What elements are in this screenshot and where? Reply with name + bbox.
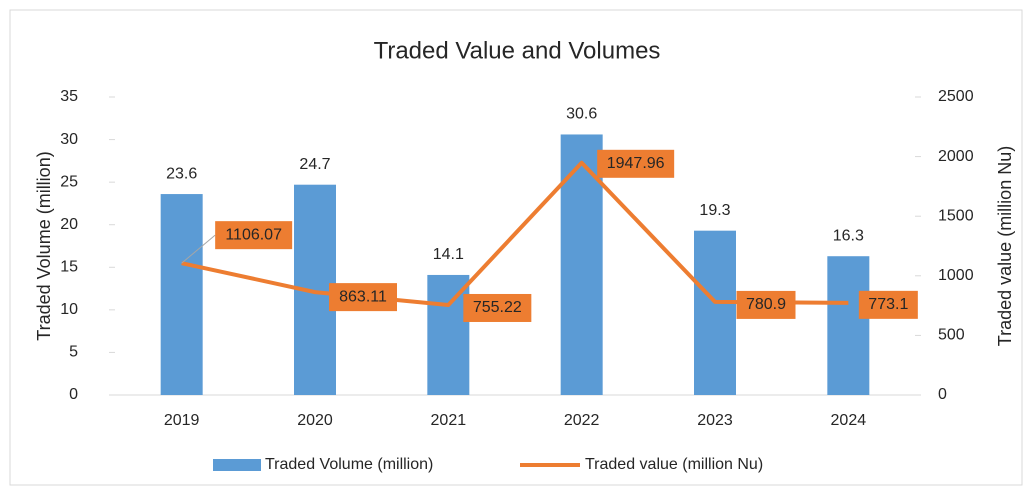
legend-label: Traded Volume (million) <box>265 456 433 473</box>
bar-value-label: 24.7 <box>299 156 330 173</box>
value-label-box <box>597 149 675 178</box>
bar <box>694 230 736 395</box>
y2-tick-label: 2000 <box>938 148 974 165</box>
bar <box>827 256 870 395</box>
y-tick-label: 35 <box>60 88 78 105</box>
line-value-label: 780.9 <box>746 296 786 313</box>
chart-title: Traded Value and Volumes <box>374 37 661 64</box>
y2-tick-label: 1500 <box>938 207 974 224</box>
y2-tick-label: 1000 <box>938 267 974 284</box>
bar-value-label: 14.1 <box>433 246 464 263</box>
y-tick-label: 30 <box>60 131 78 148</box>
y-tick-label: 5 <box>69 344 78 361</box>
line-value-label: 1106.07 <box>225 226 282 243</box>
bar-value-label: 19.3 <box>699 202 730 219</box>
y2-tick-label: 0 <box>938 386 947 403</box>
y-axis-label: Traded Volume (million) <box>34 151 54 340</box>
y-tick-label: 10 <box>60 301 78 318</box>
bar <box>427 274 470 395</box>
line-value-label: 863.11 <box>339 288 387 305</box>
y-tick-label: 15 <box>60 259 78 276</box>
bar-value-label: 30.6 <box>566 106 597 123</box>
line-value-label: 773.1 <box>868 296 908 313</box>
bar-value-label: 16.3 <box>833 227 864 244</box>
leader-line <box>181 234 216 264</box>
x-tick-label: 2023 <box>697 412 733 429</box>
bar <box>560 134 603 395</box>
x-tick-label: 2024 <box>831 412 867 429</box>
x-tick-label: 2021 <box>431 412 467 429</box>
legend-swatch <box>213 459 261 471</box>
value-label-box <box>463 293 532 322</box>
y-tick-label: 0 <box>69 386 78 403</box>
legend-label: Traded value (million Nu) <box>585 456 763 473</box>
bar <box>160 194 203 395</box>
line-value-label: 1947.96 <box>607 155 665 172</box>
y2-tick-label: 500 <box>938 327 965 344</box>
bar-value-label: 23.6 <box>166 165 197 182</box>
value-label-box <box>858 290 918 319</box>
value-label-box <box>329 283 397 312</box>
y2-tick-label: 2500 <box>938 88 974 105</box>
value-label-box <box>736 290 796 319</box>
line-value-label: 755.22 <box>473 299 522 316</box>
y-tick-label: 20 <box>60 216 78 233</box>
x-tick-label: 2020 <box>297 412 333 429</box>
x-tick-label: 2019 <box>164 412 200 429</box>
y-tick-label: 25 <box>60 173 78 190</box>
value-label-box <box>215 221 293 250</box>
y2-axis-label: Traded value (million Nu) <box>995 146 1015 346</box>
x-tick-label: 2022 <box>564 412 600 429</box>
